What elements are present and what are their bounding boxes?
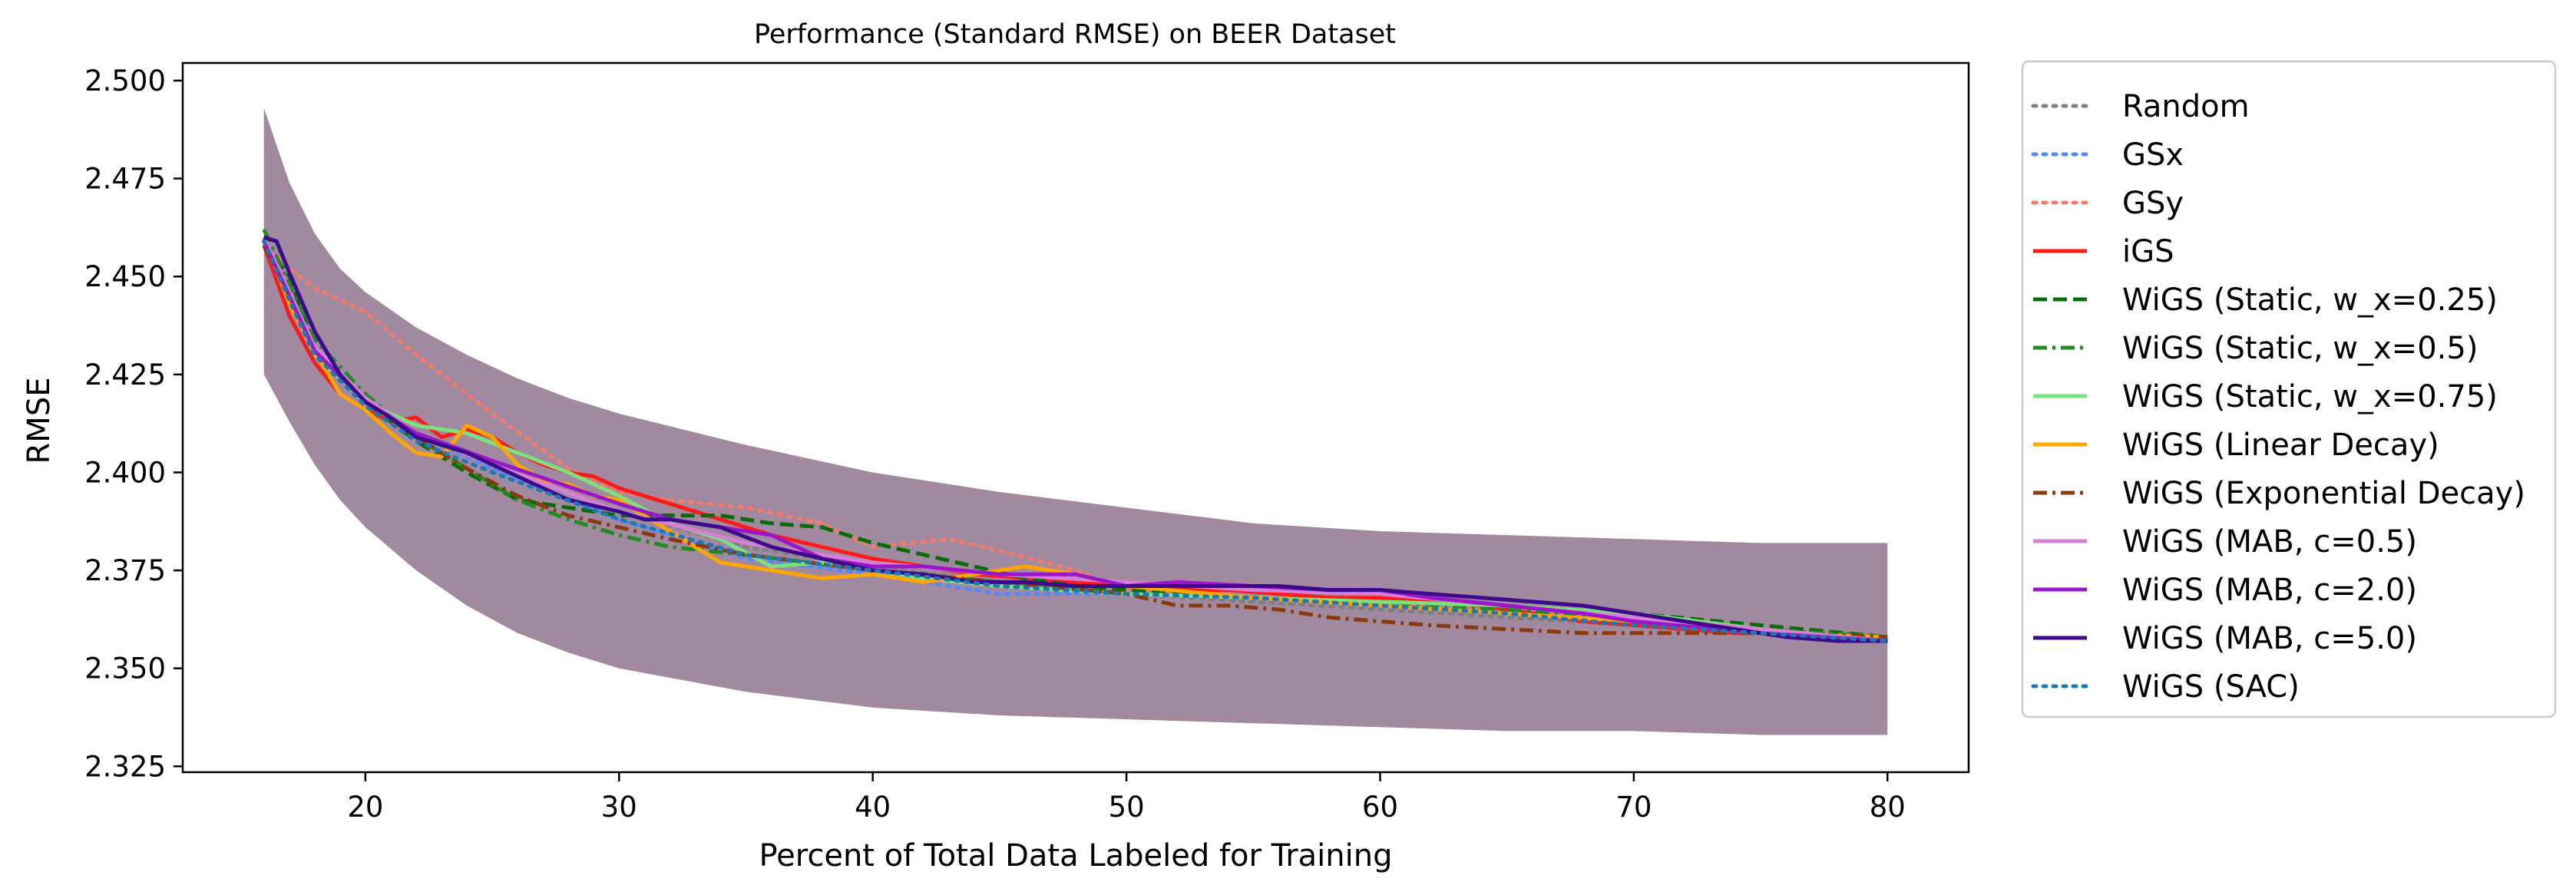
legend: Random GSx GSy iGS WiGS (Static, w_x=0.25) Wi… [2021,60,2557,718]
x-tick-label: 80 [1870,791,1906,824]
legend-entry-label: iGS [2122,234,2174,269]
y-tick-label: 2.325 [84,750,166,783]
y-tick-label: 2.450 [84,260,166,293]
y-tick-label: 2.475 [84,163,166,196]
x-tick-label: 50 [1109,791,1145,824]
y-axis: 2.325 2.350 2.375 2.400 2.425 2.450 2.475 2.500 [84,64,183,783]
series-line-10 [262,240,1888,643]
confidence-band [263,107,1888,735]
x-axis-label: Percent of Total Data Labeled for Traini… [759,838,1392,874]
y-axis-label: RMSE [21,378,57,464]
legend-entry-label: WiGS (Static, w_x=0.25) [2122,282,2498,318]
legend-box [2021,60,2557,718]
legend-entry-label: WiGS (MAB, c=0.5) [2122,524,2417,560]
legend-entry-label: Random [2122,89,2250,124]
series-line-5 [262,228,1888,639]
y-tick-label: 2.500 [84,64,166,97]
legend-entry-label: WiGS (MAB, c=2.0) [2122,573,2417,608]
y-tick-label: 2.375 [84,554,166,587]
plot-frame [181,61,1970,774]
legend-entry-label: WiGS (SAC) [2122,669,2300,705]
legend-entry-label: GSy [2122,186,2184,221]
legend-entry-label: GSx [2122,137,2184,173]
legend-entry-label: WiGS (Linear Decay) [2122,428,2439,463]
chart-title: Performance (Standard RMSE) on BEER Data… [754,19,1396,50]
plot-area [262,107,1890,735]
x-tick-label: 20 [347,791,383,824]
series-line-6 [262,240,1888,643]
legend-entry-label: WiGS (Static, w_x=0.75) [2122,379,2498,414]
y-tick-label: 2.425 [84,358,166,391]
x-tick-label: 30 [601,791,637,824]
legend-entry-label: WiGS (MAB, c=5.0) [2122,621,2417,656]
y-tick-label: 2.400 [84,456,166,489]
series-line-12 [262,239,1890,643]
x-tick-label: 60 [1362,791,1398,824]
legend-entry-label: WiGS (Exponential Decay) [2122,476,2525,511]
y-tick-label: 2.350 [84,652,166,685]
x-axis: 20 30 40 50 60 70 80 [347,772,1906,824]
legend-entry-label: WiGS (Static, w_x=0.5) [2122,331,2478,366]
x-tick-label: 70 [1615,791,1652,824]
x-tick-label: 40 [855,791,891,824]
